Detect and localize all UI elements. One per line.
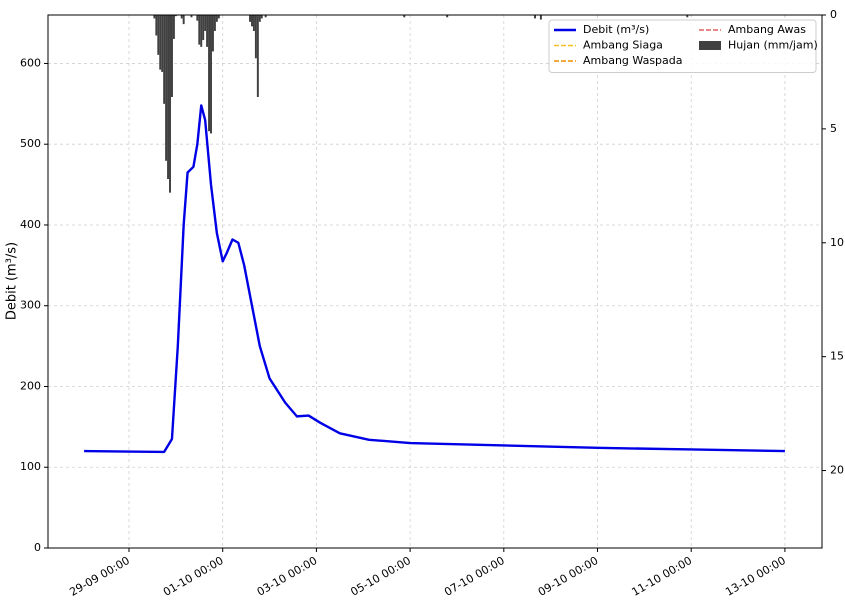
rain-bar [264, 15, 267, 18]
rain-bar [198, 15, 201, 45]
rain-bar [153, 15, 156, 19]
legend-label: Hujan (mm/jam) [728, 39, 818, 52]
rain-bar [446, 15, 449, 18]
x-tick-label: 03-10 00:00 [255, 554, 320, 599]
rain-bar [249, 15, 252, 22]
rain-bar [169, 15, 171, 193]
rain-bar [204, 15, 207, 31]
y2-tick-label: 0 [830, 8, 837, 21]
rain-bar [252, 15, 255, 31]
rain-bar [159, 15, 162, 70]
plot-frame [47, 14, 823, 549]
rain-bar [215, 15, 218, 22]
rain-bar [208, 15, 211, 132]
legend-box [548, 19, 817, 73]
y2-tick-label: 15 [830, 350, 844, 363]
rain-bar [167, 15, 170, 179]
rain-bar [256, 15, 259, 97]
rain-bar [182, 15, 185, 25]
x-tick-label: 13-10 00:00 [723, 554, 788, 599]
x-tick-label: 05-10 00:00 [348, 554, 413, 599]
rain-bar [211, 15, 214, 52]
rain-bar [206, 15, 209, 47]
rain-bar [213, 15, 216, 31]
rain-bar [210, 15, 212, 134]
legend-swatch [699, 41, 721, 50]
rain-bar [196, 15, 199, 21]
legend: Debit (m³/s) Ambang Siaga Ambang Waspada Am… [548, 19, 818, 73]
y-tick-label: 500 [20, 137, 41, 150]
y-tick-label: 0 [34, 541, 41, 554]
rain-bar [202, 15, 205, 41]
rain-bar [686, 15, 689, 18]
rain-bar [172, 15, 175, 39]
y-tick-label: 400 [20, 218, 41, 231]
rain-bar [258, 15, 261, 22]
y-tick-label: 100 [20, 460, 41, 473]
rain-bar [163, 15, 166, 104]
legend-label: Debit (m³/s) [583, 23, 649, 36]
y2-tick-label: 5 [830, 122, 837, 135]
y2-tick-label: 20 [830, 464, 844, 477]
rain-bar [174, 15, 177, 17]
line [84, 104, 785, 454]
rain-bar [260, 15, 263, 19]
rain-bar [157, 15, 160, 55]
x-tick-label: 29-09 00:00 [67, 554, 132, 599]
rain-bar [251, 15, 253, 27]
rain-bar [161, 15, 164, 72]
x-tick-label: 01-10 00:00 [161, 554, 226, 599]
y-tick-label: 600 [20, 56, 41, 69]
y-axis-label: Debit (m³/s) [5, 242, 20, 320]
x-tick-label: 11-10 00:00 [630, 554, 695, 599]
rain-bar [254, 15, 257, 59]
rain-bar [165, 15, 168, 161]
y2-tick-label: 10 [830, 236, 844, 249]
rain-bar [539, 15, 542, 20]
x-tick-label: 07-10 00:00 [442, 554, 507, 599]
legend-label: Ambang Waspada [583, 54, 683, 67]
rain-bar [180, 15, 183, 19]
rain-bar [534, 15, 537, 19]
legend-label: Ambang Awas [728, 23, 806, 36]
rain-bar [200, 15, 203, 47]
rain-bar [190, 15, 193, 18]
x-tick-label: 09-10 00:00 [536, 554, 601, 599]
y-tick-label: 200 [20, 379, 41, 392]
rain-bar [403, 15, 406, 18]
rain-bar [155, 15, 158, 36]
rain-bar [217, 15, 220, 19]
rain-bar [170, 15, 173, 97]
y-tick-label: 300 [20, 299, 41, 312]
legend-label: Ambang Siaga [583, 39, 663, 52]
